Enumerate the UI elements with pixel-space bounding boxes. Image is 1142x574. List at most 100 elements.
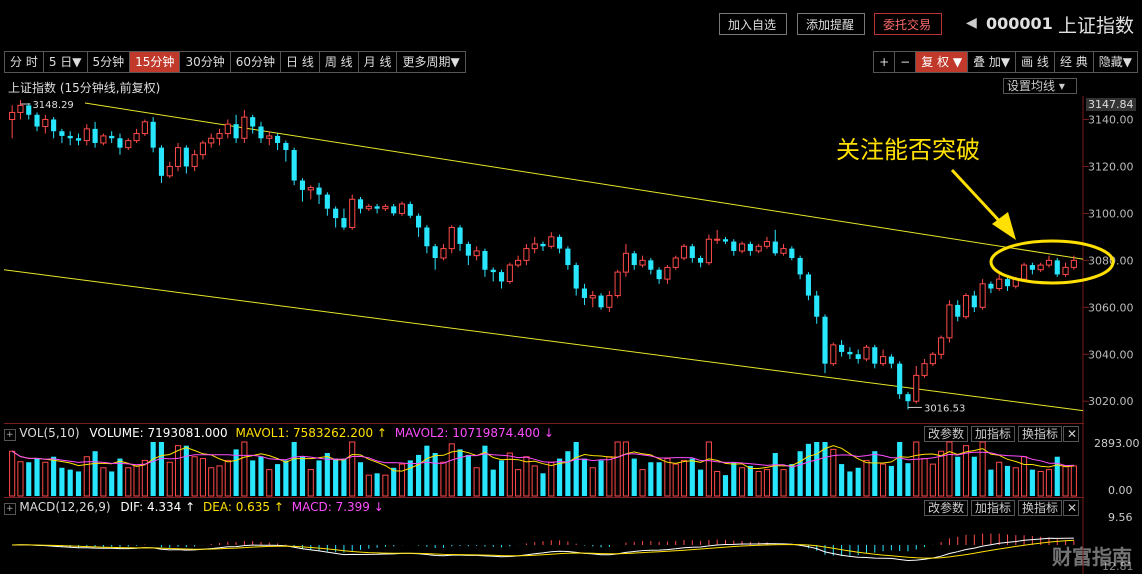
candle-body	[780, 248, 787, 254]
volume-bar	[416, 454, 422, 496]
candle-body	[946, 304, 953, 339]
candle-body	[672, 257, 679, 268]
period-5min[interactable]: 5分钟	[86, 51, 130, 73]
volume-bar	[698, 469, 704, 496]
candle-body	[897, 363, 903, 395]
candle-body	[763, 241, 771, 247]
classic-button[interactable]: 经 典	[1053, 51, 1093, 73]
volume-divider	[4, 423, 1084, 424]
period-weekly[interactable]: 周 线	[318, 51, 358, 73]
candle-body	[482, 250, 488, 270]
period-30min[interactable]: 30分钟	[179, 51, 230, 73]
candle-body	[291, 150, 297, 181]
volume-bar	[988, 469, 994, 496]
volume-bar	[772, 453, 778, 496]
volume-bar	[971, 456, 977, 496]
candle-body	[971, 295, 977, 308]
volume-bar	[59, 467, 65, 496]
candle-body	[888, 356, 894, 364]
arrow-head-icon	[992, 212, 1016, 240]
volume-bar	[100, 467, 107, 497]
volume-bar	[216, 465, 223, 497]
candle-body	[349, 198, 356, 228]
volume-bar	[432, 453, 438, 496]
current-price-label: 3147.84	[1086, 98, 1136, 111]
macd-close-icon[interactable]: ✕	[1063, 500, 1079, 516]
macd-switch-indicator-button[interactable]: 换指标	[1018, 500, 1063, 516]
candle-body	[117, 138, 123, 148]
candle-body	[341, 218, 347, 228]
candle-body	[880, 356, 887, 365]
volume-bar	[614, 441, 621, 497]
price-tick-label: 3060.00	[1088, 301, 1134, 314]
volume-bar	[631, 458, 637, 496]
overlay-button[interactable]: 叠 加▼	[967, 51, 1016, 73]
volume-bar	[822, 442, 828, 496]
volume-bar	[1037, 470, 1044, 497]
candle-body	[631, 253, 637, 266]
add-watchlist-button[interactable]: 加入自选	[719, 13, 787, 35]
period-5day[interactable]: 5 日▼	[42, 51, 87, 73]
volume-bar	[457, 449, 463, 496]
low-price-label: 3016.53	[924, 403, 965, 414]
volume-bar	[307, 469, 314, 497]
mavol1-line	[11, 445, 1074, 472]
volume-bar	[557, 458, 563, 496]
plus-icon[interactable]: +	[4, 429, 16, 441]
volume-bar	[738, 467, 746, 497]
candle-body	[407, 204, 413, 216]
volume-bar	[241, 441, 248, 497]
volume-bar	[117, 458, 123, 496]
period-daily[interactable]: 日 线	[280, 51, 319, 73]
volume-bar	[1021, 456, 1028, 497]
candle-body	[258, 126, 264, 139]
volume-bar	[921, 458, 928, 497]
hide-button[interactable]: 隐藏▼	[1092, 51, 1138, 73]
adjust-button[interactable]: 复 权 ▼	[915, 51, 968, 73]
vol-add-indicator-button[interactable]: 加指标	[971, 426, 1016, 442]
zoom-in-button[interactable]: +	[873, 51, 895, 73]
volume-bar	[34, 458, 40, 496]
triangle-left-icon[interactable]: ◀	[966, 15, 977, 31]
trade-button[interactable]: 委托交易	[874, 13, 942, 35]
period-intraday[interactable]: 分 时	[4, 51, 43, 73]
volume-bar	[664, 458, 671, 497]
volume-bar	[589, 467, 596, 497]
volume-bar	[291, 442, 297, 496]
candle-body	[557, 236, 563, 249]
add-alert-button[interactable]: 添加提醒	[797, 13, 865, 35]
vol-close-icon[interactable]: ✕	[1063, 426, 1079, 442]
volume-bar	[224, 459, 231, 497]
price-tick-label: 3140.00	[1088, 113, 1134, 126]
macd-param-button[interactable]: 改参数	[924, 500, 969, 516]
plus-icon[interactable]: +	[4, 503, 16, 515]
period-monthly[interactable]: 月 线	[357, 51, 397, 73]
volume-bar	[1045, 469, 1053, 497]
candle-body	[648, 260, 654, 270]
volume-legend: + VOL(5,10) VOLUME: 7193081.000 MAVOL1: …	[4, 426, 554, 441]
volume-bar	[929, 463, 936, 497]
candle-body	[929, 353, 936, 365]
candle-body	[9, 111, 16, 120]
volume-bar	[672, 463, 679, 497]
highlight-ellipse	[989, 239, 1115, 285]
candle-body	[51, 119, 57, 132]
macd-add-indicator-button[interactable]: 加指标	[971, 500, 1016, 516]
vol-switch-indicator-button[interactable]: 换指标	[1018, 426, 1063, 442]
candle-body	[216, 133, 223, 139]
volume-bar	[897, 442, 903, 496]
period-15min[interactable]: 15分钟	[129, 51, 180, 73]
ma-settings-button[interactable]: 设置均线 ▾	[1003, 78, 1077, 94]
candle-body	[109, 135, 115, 139]
candle-body	[382, 205, 389, 210]
period-60min[interactable]: 60分钟	[229, 51, 280, 73]
draw-button[interactable]: 画 线	[1015, 51, 1054, 73]
volume-bar	[622, 441, 630, 497]
candle-body	[490, 269, 496, 273]
dif-line	[12, 537, 1074, 562]
volume-bar	[174, 445, 182, 497]
vol-param-button[interactable]: 改参数	[924, 426, 969, 442]
zoom-out-button[interactable]: −	[894, 51, 916, 73]
period-more[interactable]: 更多周期▼	[396, 51, 466, 73]
candle-body	[1029, 265, 1035, 270]
